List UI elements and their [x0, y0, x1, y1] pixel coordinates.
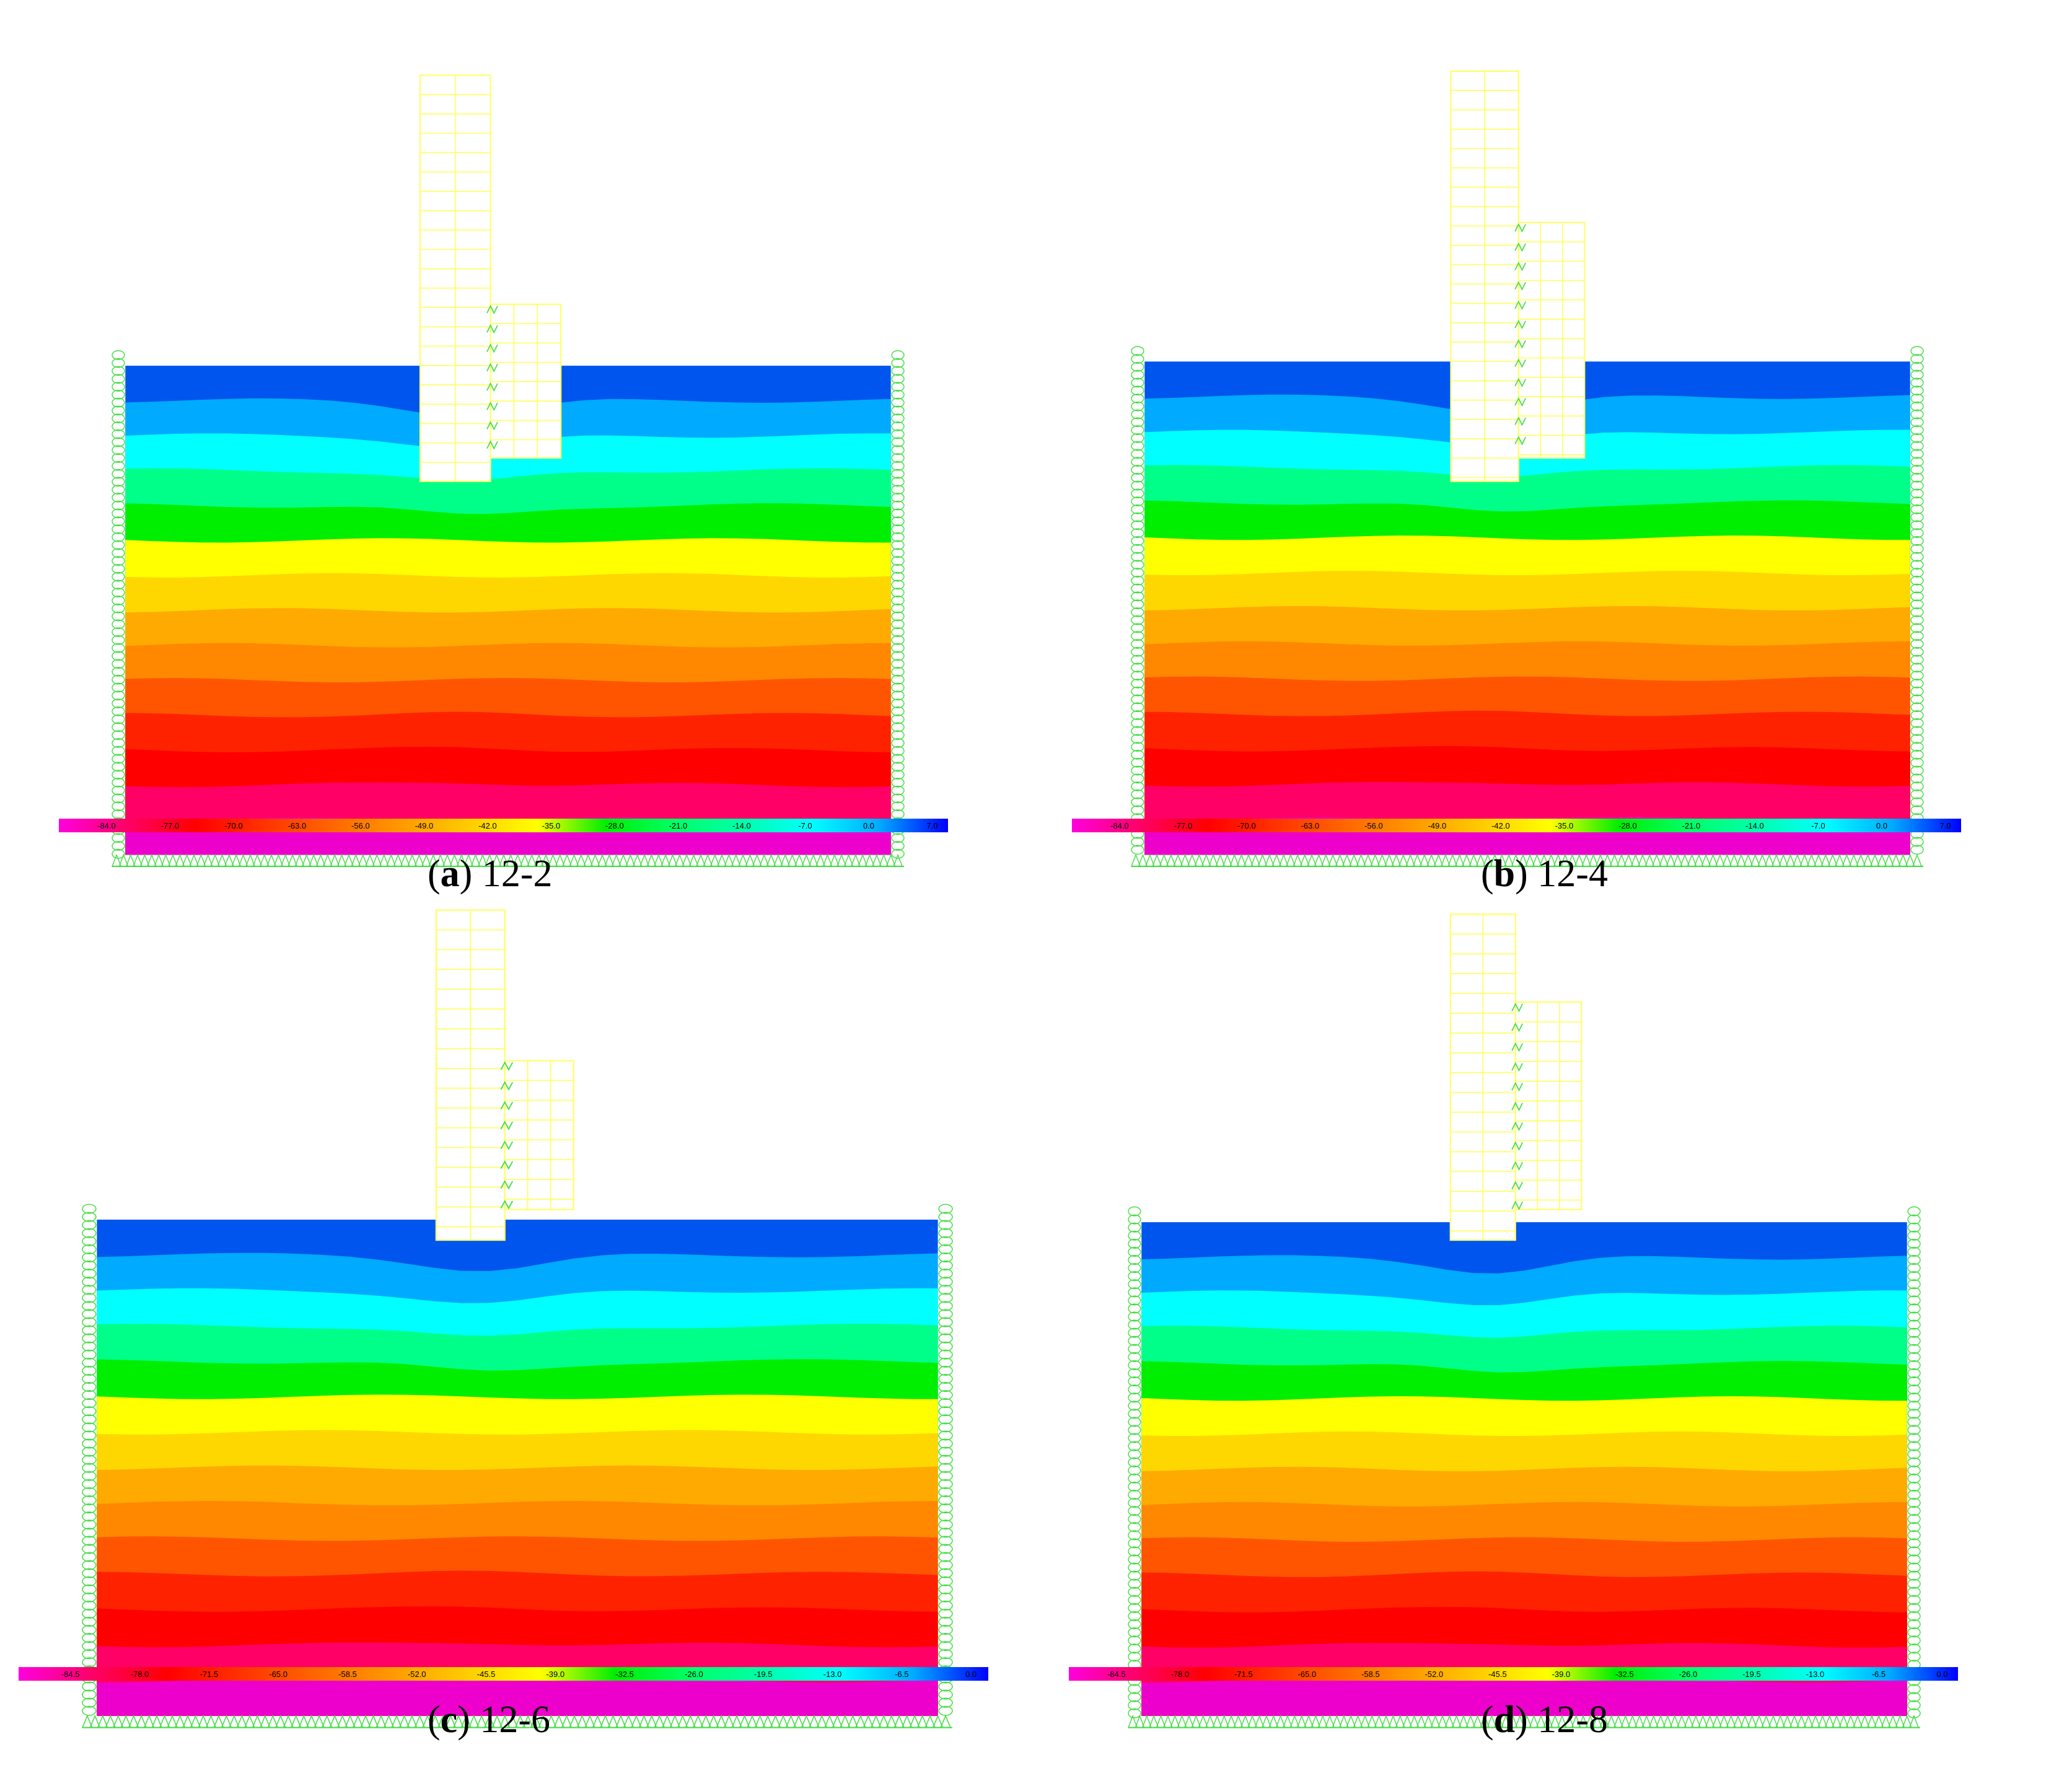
scale-tick-label: -28.0	[605, 821, 624, 830]
boundary-conditions	[1127, 1206, 1921, 1728]
scale-tick-label: -45.5	[1488, 1670, 1507, 1679]
scale-bar: -84.0 -77.0 -70.0 -63.0 -56.0 -49.0 -42.0 -35.0…	[1072, 819, 1961, 832]
scale-tick-label: -7.0	[1811, 821, 1825, 830]
structure-mesh	[419, 74, 562, 482]
scale-bar: -84.5 -78.0 -71.5 -65.0 -58.5 -52.0 -45.5 -39.0…	[1069, 1667, 1958, 1681]
scale-tick-label: -14.0	[1745, 821, 1764, 830]
scale-tick-label: -21.0	[669, 821, 688, 830]
scale-tick-label: -84.5	[1107, 1670, 1126, 1679]
scale-tick-label: -42.0	[1491, 821, 1510, 830]
scale-tick-label: -26.0	[1679, 1670, 1698, 1679]
scale-tick-label: -26.0	[685, 1670, 703, 1679]
scale-tick-label: -65.0	[269, 1670, 288, 1679]
contour-band	[97, 1678, 938, 1716]
structure-mesh	[1450, 70, 1586, 482]
soil-contours	[1141, 1222, 1907, 1716]
scale-tick-label: -58.5	[338, 1670, 357, 1679]
pile-wing	[1514, 1001, 1583, 1210]
scale-tick-label: -49.0	[415, 821, 434, 830]
soil-contours	[97, 1220, 938, 1716]
scale-tick-label: -77.0	[161, 821, 180, 830]
scale-tick-label: -52.0	[408, 1670, 426, 1679]
scale-tick-label: -84.0	[1110, 821, 1129, 830]
caption-a: (a) 12-2	[428, 853, 553, 895]
color-scale-c: -84.5 -78.0 -71.5 -65.0 -58.5 -52.0 -45.5 -39.0…	[19, 1667, 988, 1681]
scale-tick-label: -71.5	[1234, 1670, 1253, 1679]
panel-b	[1087, 59, 1967, 877]
color-scale-a: -84.0 -77.0 -70.0 -63.0 -56.0 -49.0 -42.0 -35.0…	[59, 819, 948, 832]
caption-b: (b) 12-4	[1481, 853, 1608, 895]
scale-tick-label: -14.0	[732, 821, 751, 830]
contour-plot	[111, 74, 905, 868]
soil-contours	[125, 366, 891, 855]
structure-mesh	[1449, 913, 1583, 1241]
scale-tick-label: -21.0	[1682, 821, 1701, 830]
scale-tick-label: -39.0	[1552, 1670, 1571, 1679]
scale-tick-label: -78.0	[1171, 1670, 1190, 1679]
pile-wing	[1517, 221, 1586, 459]
scale-tick-label: -78.0	[131, 1670, 149, 1679]
caption-c: (c) 12-6	[428, 1699, 550, 1741]
scale-tick-label: -7.0	[798, 821, 812, 830]
scale-tick-label: -71.5	[200, 1670, 219, 1679]
boundary-conditions	[1130, 346, 1924, 868]
scale-tick-label: 0.0	[1936, 1670, 1947, 1679]
panel-d	[1084, 902, 1964, 1738]
scale-tick-label: -32.5	[1615, 1670, 1634, 1679]
caption-d: (d) 12-8	[1481, 1699, 1608, 1741]
scale-tick-label: 7.0	[1939, 821, 1951, 830]
scale-tick-label: -19.5	[754, 1670, 773, 1679]
scale-tick-label: -77.0	[1174, 821, 1193, 830]
scale-tick-label: -6.5	[1872, 1670, 1885, 1679]
boundary-conditions	[111, 350, 905, 868]
scale-tick-label: -6.5	[895, 1670, 908, 1679]
scale-tick-label: -49.0	[1428, 821, 1447, 830]
scale-tick-label: -32.5	[615, 1670, 634, 1679]
scale-tick-label: -56.0	[351, 821, 370, 830]
scale-tick-label: -42.0	[478, 821, 497, 830]
pile-wing	[489, 303, 562, 459]
contour-plot	[1130, 70, 1924, 868]
scale-tick-label: -63.0	[288, 821, 307, 830]
scale-bar: -84.5 -78.0 -71.5 -65.0 -58.5 -52.0 -45.5 -39.0…	[19, 1667, 988, 1681]
scale-bar: -84.0 -77.0 -70.0 -63.0 -56.0 -49.0 -42.0 -35.0…	[59, 819, 948, 832]
scale-tick-label: -13.0	[823, 1670, 842, 1679]
scale-tick-label: -39.0	[546, 1670, 564, 1679]
panel-c	[34, 902, 1001, 1738]
scale-tick-label: 0.0	[965, 1670, 977, 1679]
scale-tick-label: -19.5	[1742, 1670, 1761, 1679]
boundary-conditions	[81, 1204, 953, 1728]
contour-plot	[81, 909, 953, 1728]
contour-band	[1141, 1678, 1907, 1716]
structure-mesh	[435, 909, 574, 1241]
scale-tick-label: -52.0	[1425, 1670, 1444, 1679]
scale-tick-label: -84.0	[97, 821, 116, 830]
scale-tick-label: -70.0	[224, 821, 243, 830]
scale-tick-label: 0.0	[1876, 821, 1887, 830]
pile-wing	[504, 1060, 574, 1210]
color-scale-d: -84.5 -78.0 -71.5 -65.0 -58.5 -52.0 -45.5 -39.0…	[1069, 1667, 1958, 1681]
scale-tick-label: -58.5	[1361, 1670, 1380, 1679]
scale-tick-label: -56.0	[1364, 821, 1383, 830]
panel-a	[68, 59, 948, 877]
scale-tick-label: -65.0	[1298, 1670, 1317, 1679]
scale-tick-label: -84.5	[61, 1670, 80, 1679]
scale-tick-label: -70.0	[1237, 821, 1256, 830]
scale-tick-label: -35.0	[542, 821, 561, 830]
scale-tick-label: -28.0	[1618, 821, 1637, 830]
scale-tick-label: -45.5	[477, 1670, 496, 1679]
scale-tick-label: -63.0	[1301, 821, 1320, 830]
scale-tick-label: -13.0	[1806, 1670, 1825, 1679]
color-scale-b: -84.0 -77.0 -70.0 -63.0 -56.0 -49.0 -42.0 -35.0…	[1072, 819, 1961, 832]
scale-tick-label: 0.0	[863, 821, 874, 830]
scale-tick-label: -35.0	[1555, 821, 1574, 830]
scale-tick-label: 7.0	[926, 821, 937, 830]
contour-plot	[1127, 913, 1921, 1728]
